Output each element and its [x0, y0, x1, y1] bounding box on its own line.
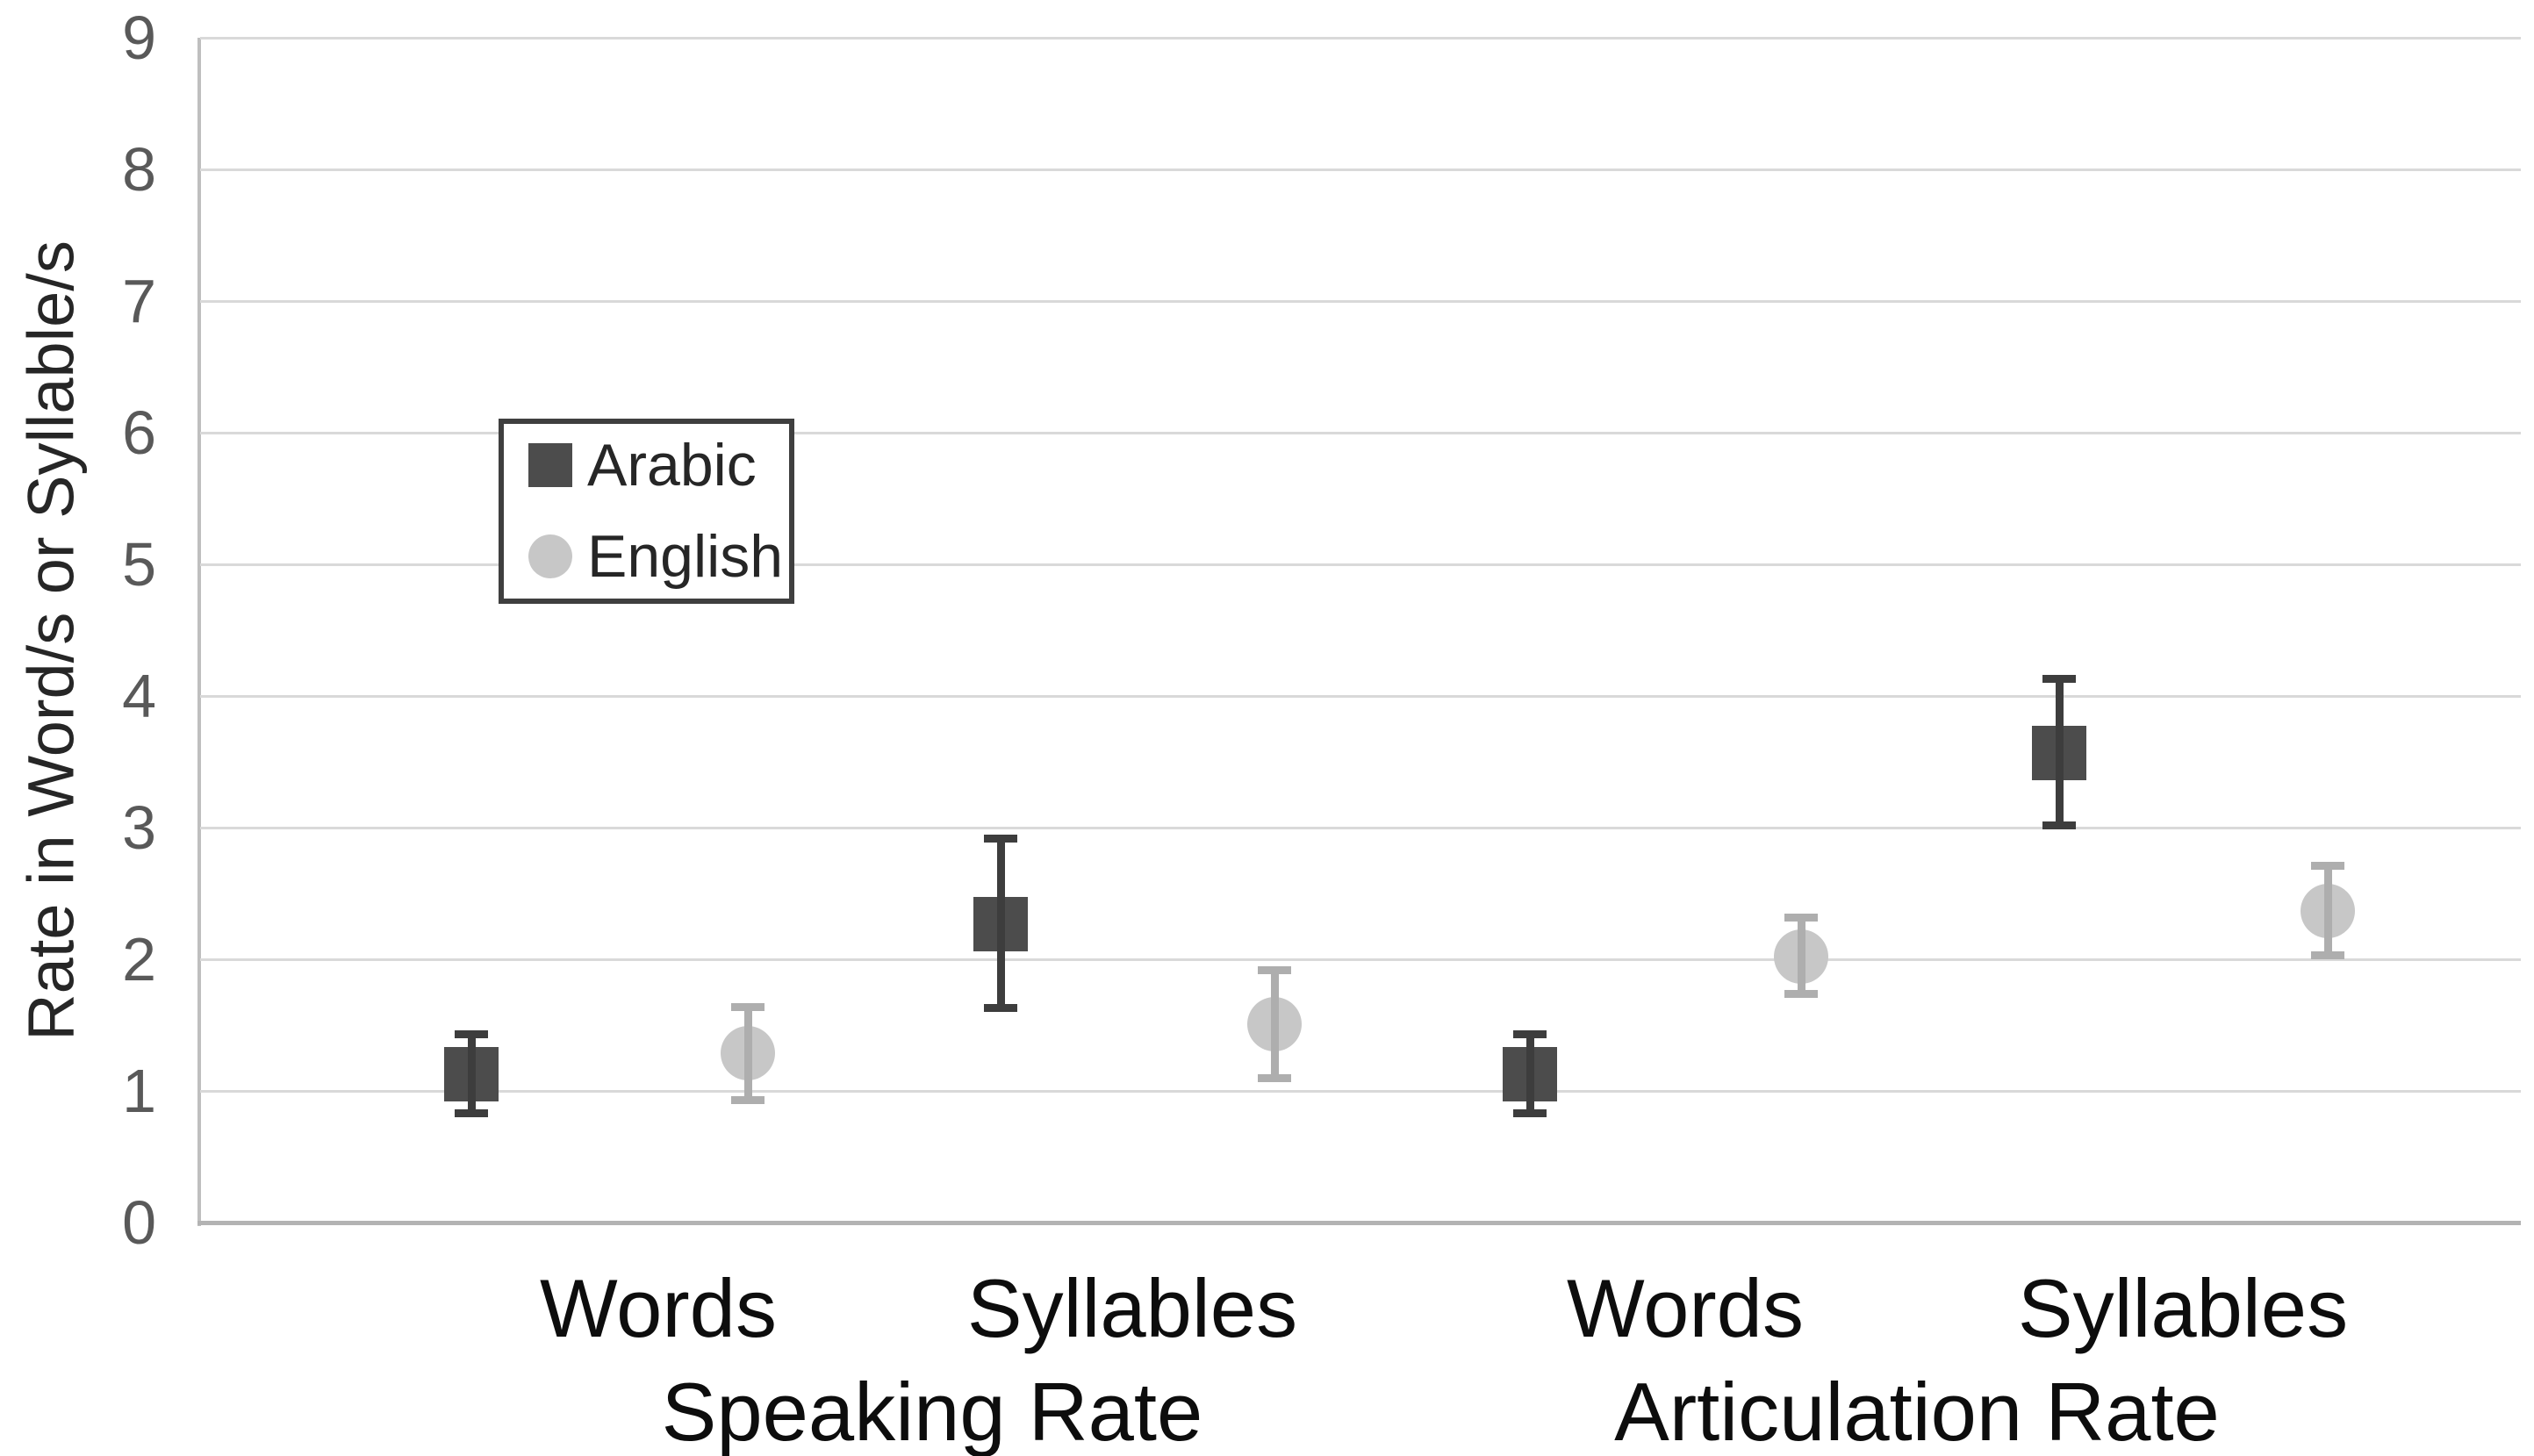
y-tick-label-5: 5: [122, 530, 156, 599]
error-cap-bottom-arabic-0: [455, 1109, 488, 1117]
legend: Arabic English: [499, 419, 794, 604]
error-bar-arabic-3: [2055, 675, 2064, 829]
error-cap-bottom-english-0: [731, 1096, 765, 1104]
gridline-y-2: [200, 958, 2521, 961]
error-bar-arabic-0: [467, 1030, 476, 1117]
error-cap-bottom-english-2: [1784, 989, 1818, 998]
y-axis-title: Rate in Word/s or Syllable/s: [14, 240, 88, 1041]
y-tick-label-9: 9: [122, 4, 156, 72]
gridline-y-7: [200, 300, 2521, 303]
gridline-y-3: [200, 827, 2521, 829]
y-tick-label-1: 1: [122, 1057, 156, 1125]
gridline-y-8: [200, 169, 2521, 171]
y-tick-label-3: 3: [122, 793, 156, 862]
error-bar-english-1: [1270, 965, 1279, 1082]
error-cap-top-english-0: [731, 1002, 765, 1011]
error-bar-english-0: [743, 1002, 752, 1104]
error-cap-bottom-arabic-1: [984, 1004, 1017, 1012]
gridline-y-1: [200, 1090, 2521, 1093]
error-cap-top-arabic-3: [2042, 675, 2076, 683]
error-bar-arabic-1: [996, 834, 1005, 1012]
y-tick-label-7: 7: [122, 267, 156, 335]
arabic-square-marker-icon: [528, 443, 572, 487]
error-cap-bottom-arabic-3: [2042, 821, 2076, 829]
legend-label-english: English: [587, 523, 784, 590]
group-label-articulation-rate: Articulation Rate: [1614, 1366, 2220, 1456]
error-bar-english-2: [1797, 913, 1805, 998]
y-tick-label-6: 6: [122, 398, 156, 467]
error-cap-top-english-1: [1258, 965, 1291, 974]
error-bar-arabic-2: [1525, 1030, 1534, 1117]
group-label-speaking-rate: Speaking Rate: [661, 1366, 1203, 1456]
legend-item-arabic: Arabic: [504, 432, 789, 498]
x-axis-line: [197, 1221, 2521, 1225]
legend-label-arabic: Arabic: [587, 432, 757, 498]
error-cap-top-english-3: [2311, 862, 2344, 870]
gridline-y-5: [200, 563, 2521, 566]
y-tick-label-0: 0: [122, 1188, 156, 1257]
error-cap-top-english-2: [1784, 913, 1818, 922]
category-label-1-syllables: Syllables: [966, 1262, 1298, 1354]
category-label-2-words: Words: [1567, 1262, 1804, 1354]
english-circle-marker-icon: [528, 534, 572, 578]
error-cap-top-arabic-1: [984, 834, 1017, 843]
y-tick-label-8: 8: [122, 135, 156, 204]
y-axis-line: [197, 38, 201, 1226]
error-bar-english-3: [2323, 862, 2332, 959]
error-cap-bottom-english-3: [2311, 951, 2344, 959]
y-tick-label-2: 2: [122, 925, 156, 993]
category-label-0-words: Words: [540, 1262, 777, 1354]
legend-item-english: English: [504, 523, 789, 590]
plot-area: [200, 37, 2521, 1223]
gridline-y-9: [200, 37, 2521, 39]
category-label-3-syllables: Syllables: [2017, 1262, 2349, 1354]
gridline-y-6: [200, 432, 2521, 434]
error-cap-bottom-english-1: [1258, 1073, 1291, 1082]
error-cap-bottom-arabic-2: [1513, 1109, 1547, 1117]
error-cap-top-arabic-2: [1513, 1030, 1547, 1038]
gridline-y-4: [200, 695, 2521, 698]
error-cap-top-arabic-0: [455, 1030, 488, 1038]
y-tick-label-4: 4: [122, 662, 156, 730]
